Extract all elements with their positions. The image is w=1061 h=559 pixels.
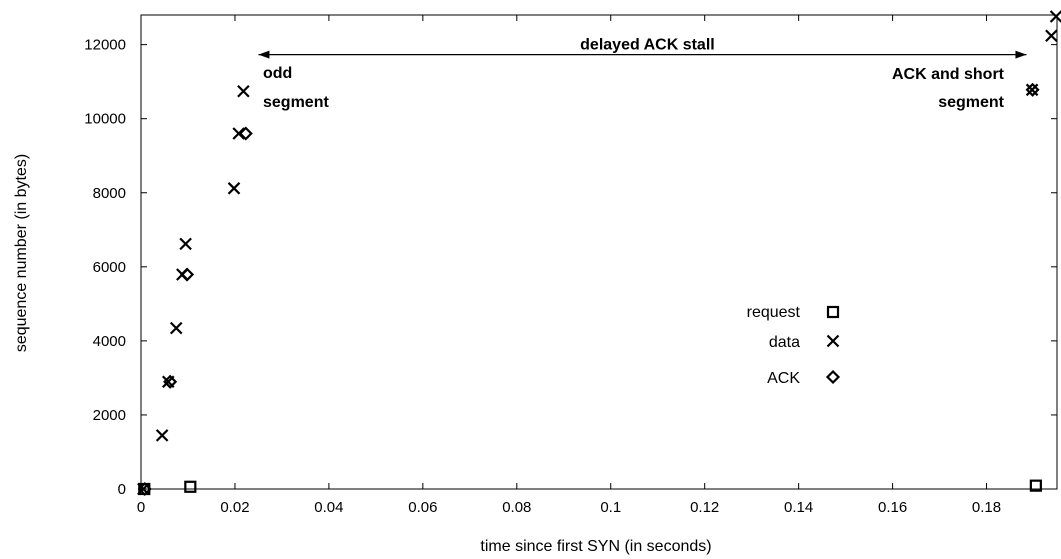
annotations: delayed ACK stall odd segment ACK and sh… [258,37,1027,111]
x-tick-label: 0.02 [220,499,249,516]
axes: 0 0.02 0.04 0.06 0.08 0.1 0.12 0.14 0.16 0.18 0 200… [84,14,1058,516]
stall-arrow-head-right [1015,50,1027,59]
point-ack [179,267,195,282]
point-ack [238,126,253,141]
point-request [184,480,197,493]
x-tick-label: 0.1 [600,499,621,516]
legend-marker-request [826,305,840,319]
stall-arrow-head-left [258,50,270,59]
point-data [1049,10,1061,23]
point-ack [137,481,152,497]
x-axis-label: time since first SYN (in seconds) [480,538,711,555]
x-tick-label: 0.06 [408,499,437,516]
x-tick-label: 0.16 [878,499,907,516]
y-tick-label: 8000 [93,185,126,202]
legend-marker-data [826,334,840,348]
y-tick-label: 4000 [93,333,126,350]
annotation-odd-segment-line1: odd [263,65,292,82]
legend-label-data: data [769,334,800,351]
annotation-ack-short-segment-line1: ACK and short [892,66,1005,83]
x-tick-label: 0.12 [690,499,719,516]
x-tick-label: 0.18 [972,499,1001,516]
point-data [237,85,250,98]
y-axis-label: sequence number (in bytes) [13,154,30,352]
plot-frame [140,14,1058,490]
legend-label-ack: ACK [767,370,800,387]
y-tick-label: 6000 [93,259,126,276]
x-tick-label: 0.08 [502,499,531,516]
annotation-ack-short-segment-line2: segment [938,94,1004,111]
y-tick-label: 0 [118,481,126,498]
x-tick-label: 0.04 [314,499,343,516]
y-tick-label: 10000 [84,111,126,128]
x-tick-label: 0 [137,499,145,516]
legend-marker-ack [825,369,841,385]
y-tick-label: 12000 [84,37,126,54]
legend-label-request: request [747,304,801,321]
point-request [1029,479,1042,492]
x-tick-label: 0.14 [784,499,813,516]
point-data [155,429,169,442]
annotation-odd-segment-line2: segment [263,94,329,111]
legend: request data ACK [747,304,841,387]
point-ack [1025,82,1040,97]
point-data [1045,29,1058,43]
point-ack [163,374,178,389]
annotation-delayed-ack-stall: delayed ACK stall [580,37,715,54]
data-points [137,10,1061,497]
y-tick-label: 2000 [93,407,126,424]
point-data [227,182,241,195]
point-data [179,237,192,251]
point-data [169,321,183,335]
